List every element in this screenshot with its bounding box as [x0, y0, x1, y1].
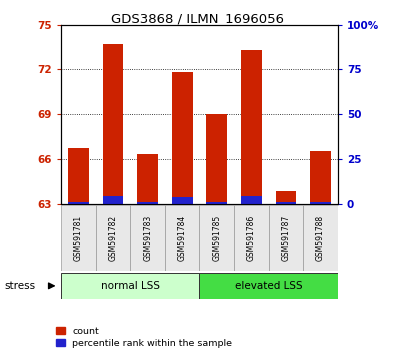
Bar [199, 273, 338, 299]
Text: GSM591781: GSM591781 [74, 215, 83, 261]
Bar [172, 73, 193, 204]
Bar [206, 202, 227, 204]
Bar [269, 205, 303, 271]
Text: GSM591785: GSM591785 [212, 215, 221, 261]
Text: GDS3868 / ILMN_1696056: GDS3868 / ILMN_1696056 [111, 12, 284, 25]
Bar [206, 114, 227, 204]
Bar [103, 44, 123, 204]
Bar [303, 205, 338, 271]
Bar [310, 202, 331, 204]
Text: GSM591784: GSM591784 [178, 215, 187, 261]
Bar [137, 154, 158, 204]
Bar [275, 191, 296, 204]
Text: stress: stress [4, 281, 35, 291]
Bar [61, 273, 199, 299]
Legend: count, percentile rank within the sample: count, percentile rank within the sample [56, 327, 232, 348]
Bar [234, 205, 269, 271]
Text: elevated LSS: elevated LSS [235, 281, 303, 291]
Bar [96, 205, 130, 271]
Bar [68, 202, 89, 204]
Bar [172, 197, 193, 204]
Bar [130, 205, 165, 271]
Bar [310, 152, 331, 204]
Bar [68, 148, 89, 204]
Text: GSM591786: GSM591786 [247, 215, 256, 261]
Bar [241, 50, 261, 204]
Bar [241, 196, 261, 204]
Bar [137, 202, 158, 204]
Bar [275, 202, 296, 204]
Bar [199, 205, 234, 271]
Text: GSM591782: GSM591782 [109, 215, 118, 261]
Text: normal LSS: normal LSS [101, 281, 160, 291]
Bar [61, 205, 96, 271]
Text: GSM591788: GSM591788 [316, 215, 325, 261]
Bar [103, 196, 123, 204]
Text: GSM591783: GSM591783 [143, 215, 152, 261]
Text: GSM591787: GSM591787 [281, 215, 290, 261]
Bar [165, 205, 199, 271]
